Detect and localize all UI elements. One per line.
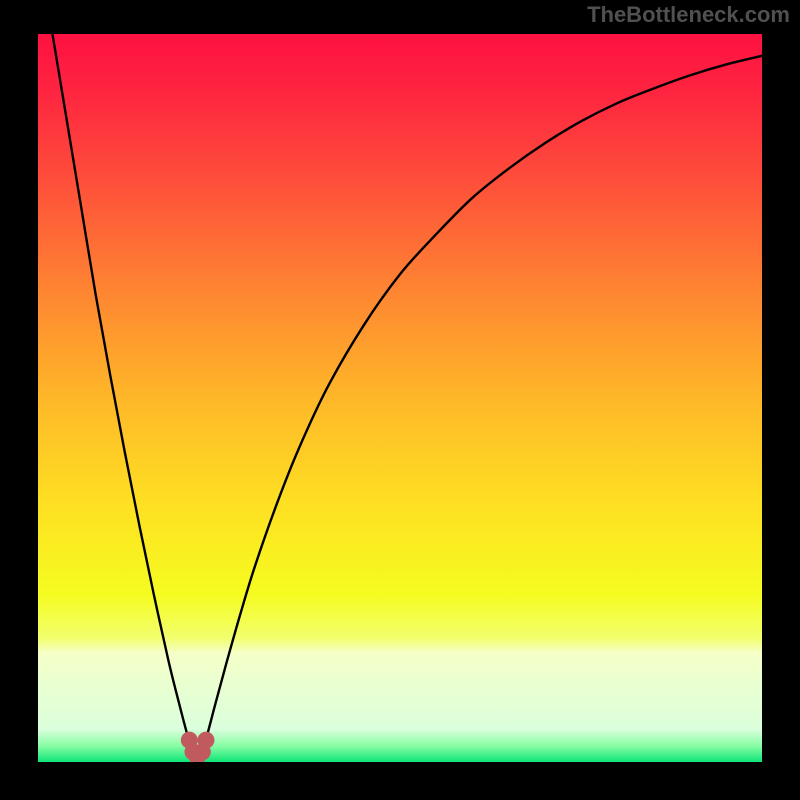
plot-svg: [38, 34, 762, 762]
chart-frame: TheBottleneck.com: [0, 0, 800, 800]
plot-area: [38, 34, 762, 762]
minimum-marker: [197, 732, 214, 749]
gradient-background: [38, 34, 762, 762]
watermark-text: TheBottleneck.com: [587, 2, 790, 28]
